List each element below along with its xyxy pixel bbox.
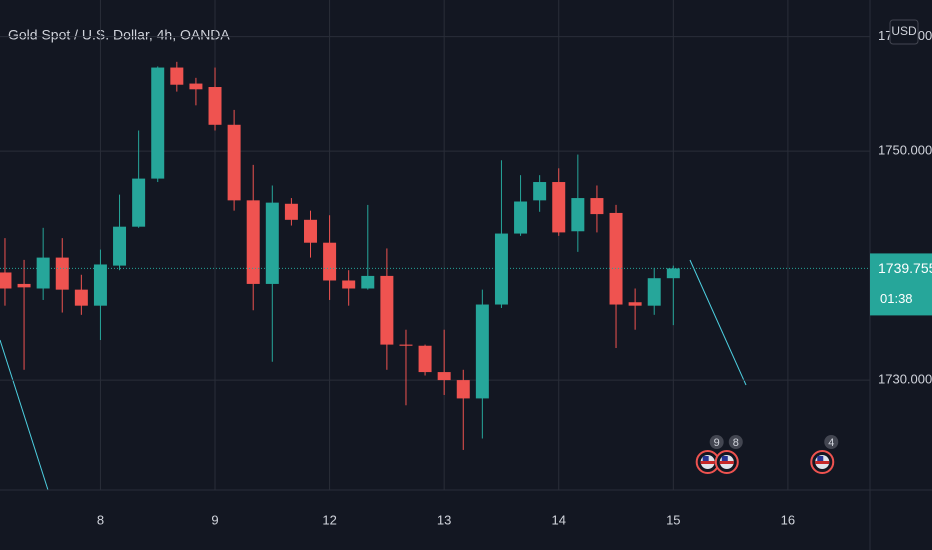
- event-count: 4: [828, 437, 834, 449]
- plot: 8912131415161730.0001750.0001760.0001739…: [0, 0, 932, 527]
- candle-body: [590, 198, 604, 215]
- event-flag-canton: [702, 456, 709, 461]
- candle-body: [227, 124, 241, 201]
- candle-body: [666, 268, 680, 279]
- trend-line: [689, 259, 747, 386]
- candle-body: [494, 233, 508, 305]
- x-tick-label: 9: [211, 512, 218, 527]
- candle-body: [533, 182, 547, 201]
- candle-body: [189, 83, 203, 90]
- y-tick-label: 1730.000: [878, 372, 932, 387]
- x-tick-label: 16: [781, 512, 795, 527]
- candle-body: [151, 67, 165, 179]
- candle-body: [304, 219, 317, 243]
- candle-body: [55, 257, 69, 290]
- event-badge: [824, 435, 839, 449]
- x-tick-label: 8: [97, 512, 104, 527]
- x-tick-label: 15: [666, 512, 680, 527]
- candle-body: [74, 289, 88, 306]
- candle-body: [132, 178, 146, 227]
- candle-body: [0, 272, 12, 289]
- chart-title: Gold Spot / U.S. Dollar, 4h, OANDA: [8, 27, 230, 43]
- candle-body: [552, 182, 566, 233]
- candle-body: [17, 283, 31, 288]
- candle-body: [609, 212, 623, 305]
- candle-body: [36, 257, 50, 289]
- trend-line: [0, 339, 49, 491]
- event-badge: [709, 435, 724, 449]
- candle-body: [418, 345, 432, 373]
- candle-body: [93, 264, 107, 306]
- candle-body: [361, 275, 375, 289]
- event-flag-canton: [721, 456, 728, 461]
- event-flag-stripe: [815, 461, 830, 464]
- candle-body: [628, 302, 642, 306]
- last-price-box: [870, 253, 932, 316]
- candle-body: [323, 242, 337, 281]
- candle-body: [437, 372, 451, 381]
- candle-body: [170, 67, 184, 85]
- candle-body: [246, 200, 260, 284]
- candle-body: [113, 226, 127, 266]
- x-tick-label: 13: [437, 512, 451, 527]
- y-tick-label: 1750.000: [878, 143, 932, 158]
- currency-label[interactable]: USD: [891, 24, 917, 38]
- event-flag-stripe: [719, 461, 734, 464]
- candle-body: [514, 201, 528, 234]
- candle-body: [456, 380, 470, 399]
- event-count: 8: [733, 437, 739, 449]
- event-badge: [728, 435, 743, 449]
- candle-body: [208, 87, 222, 125]
- candle-body: [284, 203, 298, 220]
- countdown: 01:38: [880, 291, 913, 306]
- candle-body: [265, 202, 279, 284]
- currency-button[interactable]: [889, 19, 919, 45]
- x-tick-label: 12: [322, 512, 336, 527]
- x-tick-label: 14: [552, 512, 566, 527]
- candle-body: [571, 198, 585, 232]
- candle-body: [647, 278, 661, 306]
- candle-body: [380, 275, 394, 345]
- last-price-label: 1739.755: [878, 260, 932, 276]
- candle-body: [342, 280, 356, 289]
- event-flag-stripe: [700, 461, 715, 464]
- candle-body: [475, 304, 489, 399]
- event-flag-canton: [817, 456, 824, 461]
- candle-body: [399, 344, 413, 346]
- event-count: 9: [714, 437, 720, 449]
